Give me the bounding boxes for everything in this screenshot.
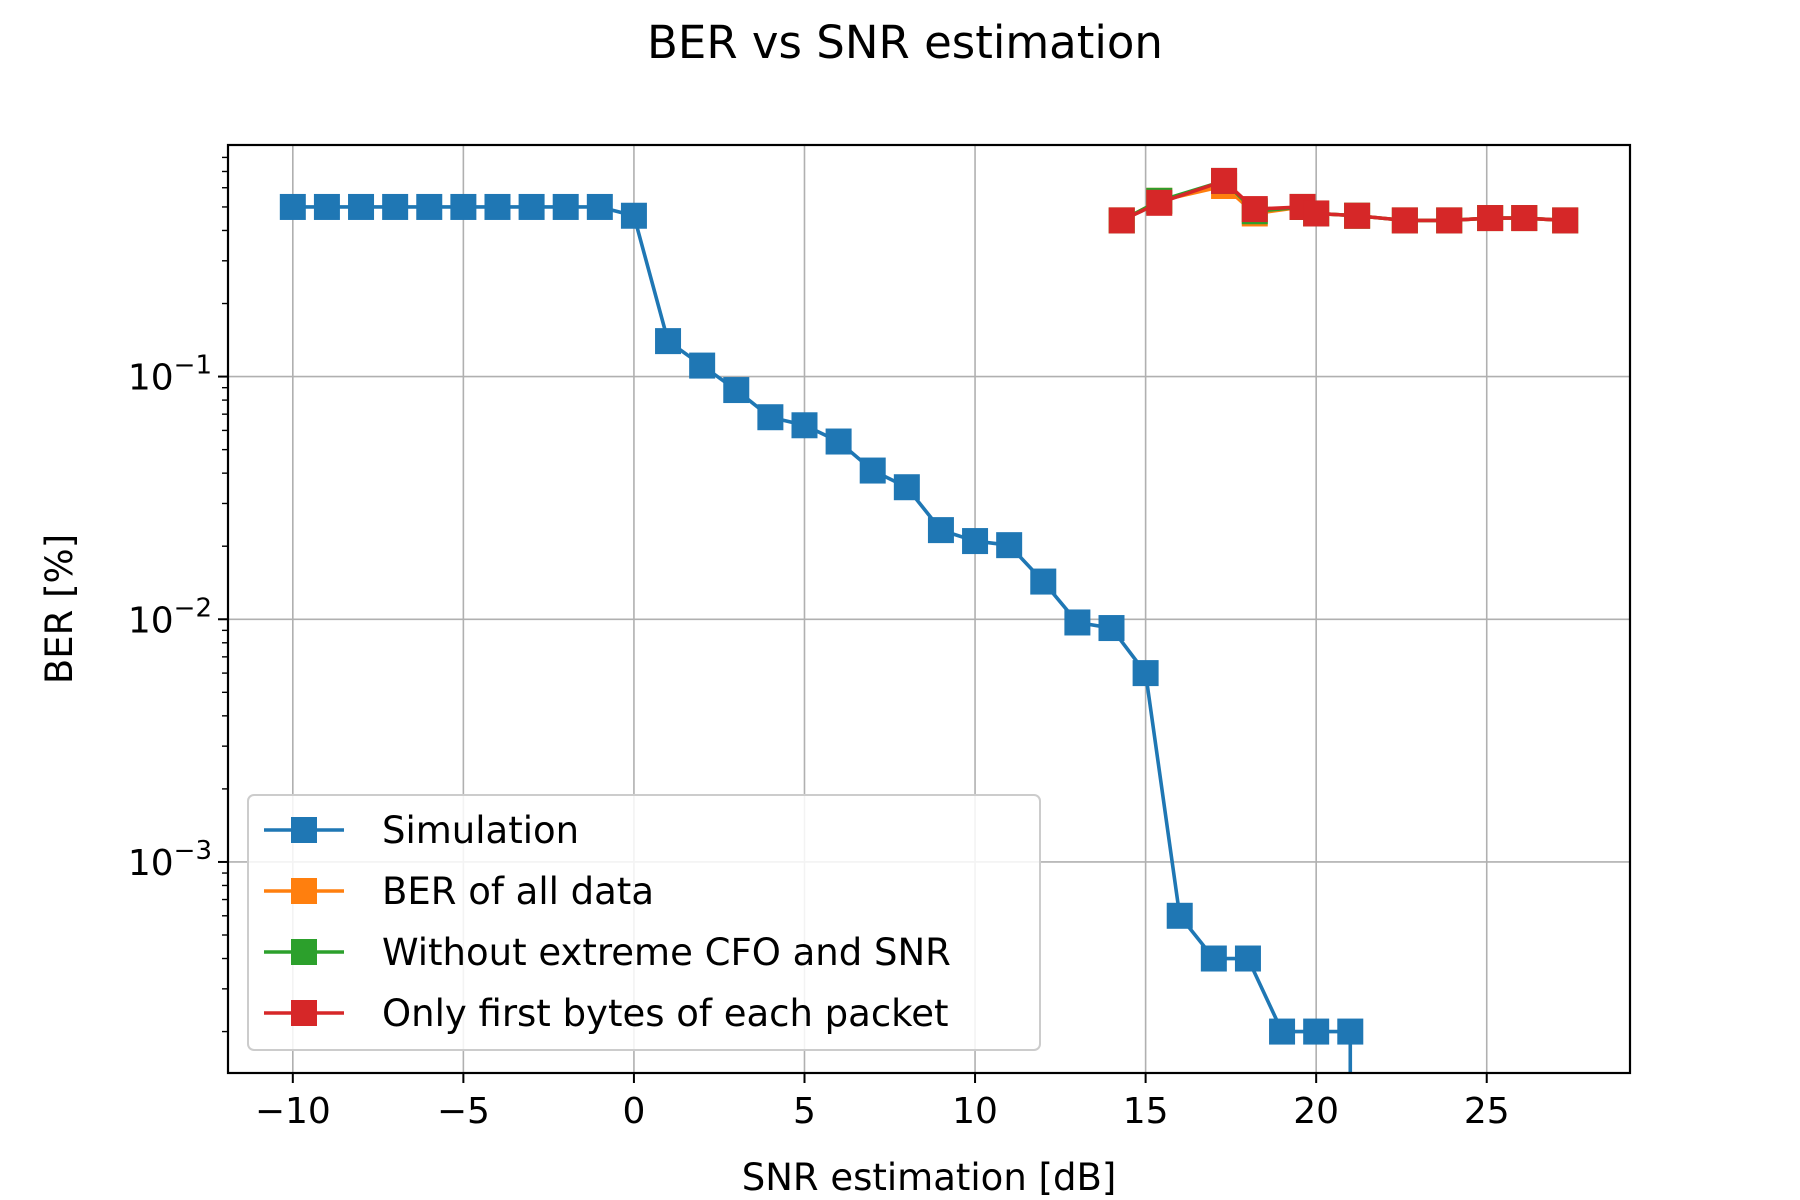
data-point bbox=[1344, 202, 1371, 229]
legend-marker bbox=[291, 939, 317, 965]
legend-marker bbox=[291, 817, 317, 843]
data-point bbox=[996, 532, 1023, 559]
data-point bbox=[1303, 200, 1330, 227]
legend-label: Simulation bbox=[382, 809, 579, 852]
legend-label: Without extreme CFO and SNR bbox=[382, 931, 951, 974]
y-tick-label: 10−2 bbox=[128, 593, 212, 641]
data-point bbox=[825, 428, 852, 455]
y-tick-label: 10−3 bbox=[128, 836, 212, 884]
data-point bbox=[450, 193, 477, 220]
data-point bbox=[313, 193, 340, 220]
data-point bbox=[1146, 189, 1173, 216]
data-point bbox=[1391, 207, 1418, 234]
data-point bbox=[1234, 945, 1261, 972]
legend-item: Only first bytes of each packet bbox=[264, 992, 949, 1035]
legend-label: Only first bytes of each packet bbox=[382, 992, 949, 1035]
y-tick-label: 10−1 bbox=[128, 351, 212, 399]
data-point bbox=[927, 517, 954, 544]
data-point bbox=[1241, 196, 1268, 223]
data-point bbox=[859, 457, 886, 484]
data-point bbox=[1098, 615, 1125, 642]
series-1 bbox=[1108, 172, 1579, 234]
data-point bbox=[1552, 207, 1579, 234]
data-point bbox=[1200, 945, 1227, 972]
x-tick-label: −10 bbox=[255, 1091, 331, 1132]
series-3 bbox=[1108, 167, 1579, 234]
data-point bbox=[1436, 207, 1463, 234]
data-point bbox=[791, 412, 818, 439]
legend-item: BER of all data bbox=[264, 870, 654, 913]
data-point bbox=[1337, 1018, 1364, 1045]
data-point bbox=[620, 202, 647, 229]
legend: Simulation BER of all data Without extreme… bbox=[247, 794, 1041, 1051]
series-0 bbox=[279, 193, 1364, 1073]
data-point bbox=[279, 193, 306, 220]
data-point bbox=[1269, 1018, 1296, 1045]
x-axis-title: SNR estimation [dB] bbox=[742, 1156, 1117, 1199]
series-layer bbox=[279, 167, 1579, 1073]
data-point bbox=[1303, 1018, 1330, 1045]
series-2 bbox=[1108, 167, 1579, 234]
data-point bbox=[518, 193, 545, 220]
x-tick-label: 25 bbox=[1464, 1091, 1510, 1132]
data-point bbox=[484, 193, 511, 220]
data-point bbox=[893, 474, 920, 501]
legend-marker bbox=[291, 1000, 317, 1026]
data-point bbox=[723, 377, 750, 404]
data-point bbox=[1108, 207, 1135, 234]
data-point bbox=[348, 193, 375, 220]
data-point bbox=[689, 352, 716, 379]
data-point bbox=[962, 528, 989, 555]
plot-frame bbox=[226, 143, 1632, 1075]
legend-label: BER of all data bbox=[382, 870, 654, 913]
data-point bbox=[655, 328, 682, 355]
legend-box bbox=[247, 794, 1041, 1051]
x-tick-label: 0 bbox=[622, 1091, 645, 1132]
data-point bbox=[1477, 205, 1504, 232]
data-point bbox=[1132, 660, 1159, 687]
x-tick-label: 20 bbox=[1293, 1091, 1339, 1132]
x-tick-label: 15 bbox=[1123, 1091, 1169, 1132]
data-point bbox=[757, 404, 784, 431]
data-point bbox=[552, 193, 579, 220]
data-point bbox=[586, 193, 613, 220]
y-axis-title: BER [%] bbox=[38, 534, 81, 684]
x-tick-label: 5 bbox=[793, 1091, 816, 1132]
axis-ticks: −10 −5 0 5 10 15 20 25 10−1 10−2 10−3 bbox=[128, 156, 1510, 1132]
x-tick-label: 10 bbox=[952, 1091, 998, 1132]
data-point bbox=[1511, 205, 1538, 232]
data-point bbox=[1166, 902, 1193, 929]
chart-title: BER vs SNR estimation bbox=[647, 16, 1163, 69]
legend-item: Without extreme CFO and SNR bbox=[264, 931, 951, 974]
data-point bbox=[1064, 609, 1091, 636]
data-point bbox=[1030, 568, 1057, 595]
legend-marker bbox=[291, 878, 317, 904]
data-point bbox=[382, 193, 409, 220]
legend-item: Simulation bbox=[264, 809, 579, 852]
data-point bbox=[416, 193, 443, 220]
x-tick-label: −5 bbox=[437, 1091, 490, 1132]
data-point bbox=[1211, 167, 1238, 194]
